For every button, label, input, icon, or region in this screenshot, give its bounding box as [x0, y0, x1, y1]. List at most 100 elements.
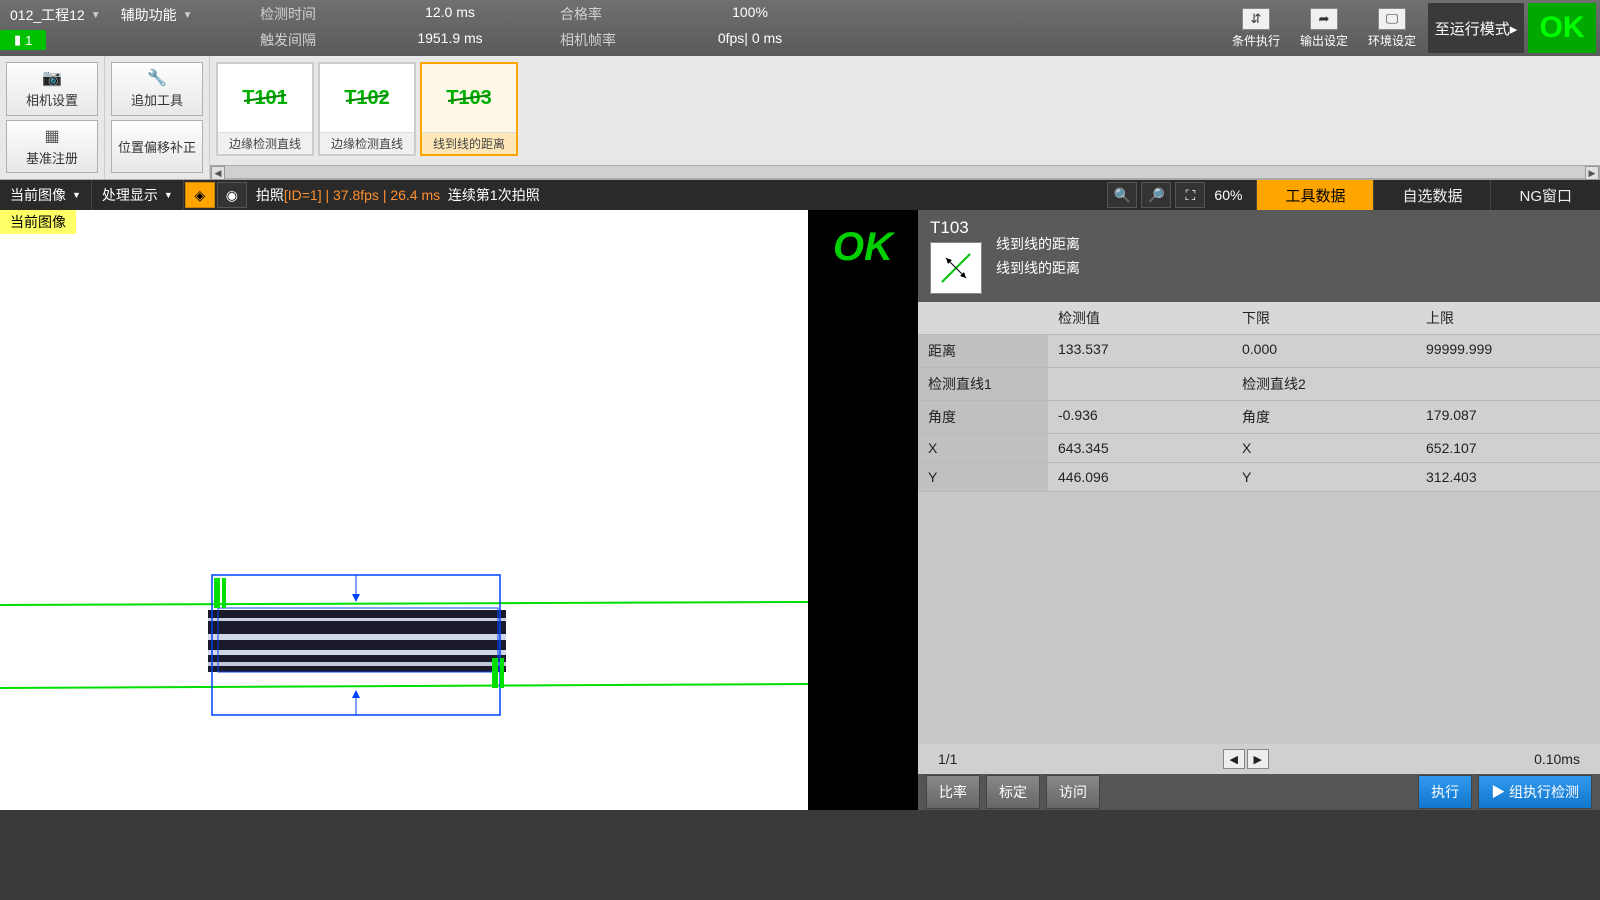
aux-dropdown[interactable]: 辅助功能 ▼ [111, 5, 203, 25]
bottom-button[interactable]: 访问 [1046, 775, 1100, 809]
tool-desc: 边缘检测直线 [218, 132, 312, 154]
bottom-button[interactable]: 比率 [926, 775, 980, 809]
tool-name: T103 [422, 64, 516, 132]
camera-icon: 📷 [42, 68, 62, 88]
stat-label: 检测时间 [260, 4, 340, 30]
bottom-button[interactable]: 执行 [1418, 775, 1472, 809]
row-value [1048, 368, 1232, 401]
row-label: 角度 [918, 401, 1048, 434]
arrow-head [352, 690, 360, 698]
tool-card-t103[interactable]: T103线到线的距离 [420, 62, 518, 156]
inspection-canvas [0, 210, 918, 810]
page-indicator: 1/1 [938, 751, 957, 767]
zoom-out-button[interactable]: 🔍 [1107, 182, 1137, 208]
row-value: 652.107 [1416, 434, 1600, 463]
project-dropdown[interactable]: 012_工程12 ▼ [0, 5, 111, 25]
stat-value: 1951.9 ms [380, 30, 520, 56]
edge-marker [214, 578, 220, 608]
page-next-button[interactable]: ▶ [1247, 749, 1269, 769]
ribbon: 📷 相机设置 ▦ 基准注册 🔧 追加工具 位置偏移补正 T101边缘检测直线T1… [0, 56, 1600, 180]
page-prev-button[interactable]: ◀ [1223, 749, 1245, 769]
capture-button[interactable]: ◉ [217, 182, 247, 208]
part-stripe [208, 634, 506, 640]
row-value: 99999.999 [1416, 335, 1600, 368]
base-register-button[interactable]: ▦ 基准注册 [6, 120, 98, 174]
data-tab[interactable]: 自选数据 [1373, 180, 1490, 210]
tool-card-t102[interactable]: T102边缘检测直线 [318, 62, 416, 156]
ribbon-group-camera: 📷 相机设置 ▦ 基准注册 [0, 56, 105, 179]
scroll-right-button[interactable]: ▶ [1585, 166, 1599, 180]
panel-filler [918, 492, 1600, 744]
tool-card-t101[interactable]: T101边缘检测直线 [216, 62, 314, 156]
stat-label: 触发间隔 [260, 30, 340, 56]
tab-number: 1 [25, 33, 32, 48]
row-label: 检测直线1 [918, 368, 1048, 401]
zoom-fit-button[interactable]: ⛶ [1175, 182, 1205, 208]
edge-marker [222, 578, 226, 608]
stat-label: 相机帧率 [560, 30, 640, 56]
edge-marker [492, 658, 498, 688]
pos-offset-button[interactable]: 位置偏移补正 [111, 120, 203, 174]
row-value: 检测直线2 [1232, 368, 1416, 401]
icon-label: 输出设定 [1300, 32, 1348, 49]
scroll-left-button[interactable]: ◀ [211, 166, 225, 180]
grid-header [918, 302, 1048, 335]
env-set-button[interactable]: 🖵 环境设定 [1360, 3, 1424, 53]
stat-value: 12.0 ms [380, 4, 520, 30]
edge-marker [500, 658, 504, 688]
continuous-label: 连续第1次拍照 [448, 187, 540, 203]
project-tab[interactable]: ▮ 1 [0, 30, 46, 50]
row-value: X [1232, 434, 1416, 463]
output-set-button[interactable]: ➦ 输出设定 [1292, 3, 1356, 53]
ribbon-group-tools: 🔧 追加工具 位置偏移补正 [105, 56, 210, 179]
tool-header: T103 线到线的距离 线到线的距离 [918, 210, 1600, 302]
row-label: 距离 [918, 335, 1048, 368]
row-value: 角度 [1232, 401, 1416, 434]
grid-header: 检测值 [1048, 302, 1232, 335]
cond-exec-icon: ⇵ [1242, 8, 1270, 30]
grid-header: 上限 [1416, 302, 1600, 335]
bottom-button[interactable]: ▶ 组执行检测 [1478, 775, 1592, 809]
row-value: -0.936 [1048, 401, 1232, 434]
tools-scrollbar[interactable]: ◀ ▶ [210, 165, 1600, 179]
main-area: 当前图像 OK [0, 210, 1600, 810]
overlay-toggle[interactable]: ◈ [185, 182, 215, 208]
data-tab[interactable]: NG窗口 [1490, 180, 1600, 210]
data-tab[interactable]: 工具数据 [1256, 180, 1373, 210]
stats-grid: 检测时间 12.0 ms 合格率 100% 触发间隔 1951.9 ms 相机帧… [250, 0, 1224, 56]
row-value: Y [1232, 463, 1416, 492]
tool-id: T103 [930, 218, 982, 238]
part-stripe [208, 650, 506, 655]
cond-exec-button[interactable]: ⇵ 条件执行 [1224, 3, 1288, 53]
arrow-head [352, 594, 360, 602]
top-right-icons: ⇵ 条件执行 ➦ 输出设定 🖵 环境设定 至运行模式▸ OK [1224, 0, 1600, 56]
zoom-controls: 🔍 🔎 ⛶ 60% [1106, 182, 1256, 208]
top-left: 012_工程12 ▼ 辅助功能 ▼ ▮ 1 [0, 0, 250, 56]
aux-label: 辅助功能 [121, 5, 177, 25]
add-tool-button[interactable]: 🔧 追加工具 [111, 62, 203, 116]
canvas-viewport[interactable]: 当前图像 OK [0, 210, 918, 810]
chevron-down-icon: ▼ [164, 190, 173, 200]
camera-icon: ▮ [14, 32, 21, 48]
row-value: 133.537 [1048, 335, 1232, 368]
image-source-dropdown[interactable]: 当前图像▼ [0, 180, 92, 210]
tool-subtitle: 线到线的距离 [996, 258, 1080, 278]
bottom-button[interactable]: 标定 [986, 775, 1040, 809]
zoom-in-button[interactable]: 🔎 [1141, 182, 1171, 208]
status-ok-badge: OK [1528, 3, 1596, 53]
icon-label: 环境设定 [1368, 32, 1416, 49]
measure-line-2 [0, 684, 808, 688]
data-grid: 检测值下限上限距离133.5370.00099999.999检测直线1检测直线2… [918, 302, 1600, 492]
part-stripe [208, 618, 506, 621]
row-value: 312.403 [1416, 463, 1600, 492]
tool-name: T101 [218, 64, 312, 132]
camera-settings-button[interactable]: 📷 相机设置 [6, 62, 98, 116]
dd-label: 处理显示 [102, 185, 158, 205]
stat-value: 0fps| 0 ms [680, 30, 820, 56]
register-icon: ▦ [44, 126, 59, 146]
run-mode-button[interactable]: 至运行模式▸ [1428, 3, 1524, 53]
display-mode-dropdown[interactable]: 处理显示 ▼ [92, 180, 184, 210]
project-name: 012_工程12 [10, 5, 85, 25]
row-value: 0.000 [1232, 335, 1416, 368]
canvas-side-strip [808, 284, 918, 810]
